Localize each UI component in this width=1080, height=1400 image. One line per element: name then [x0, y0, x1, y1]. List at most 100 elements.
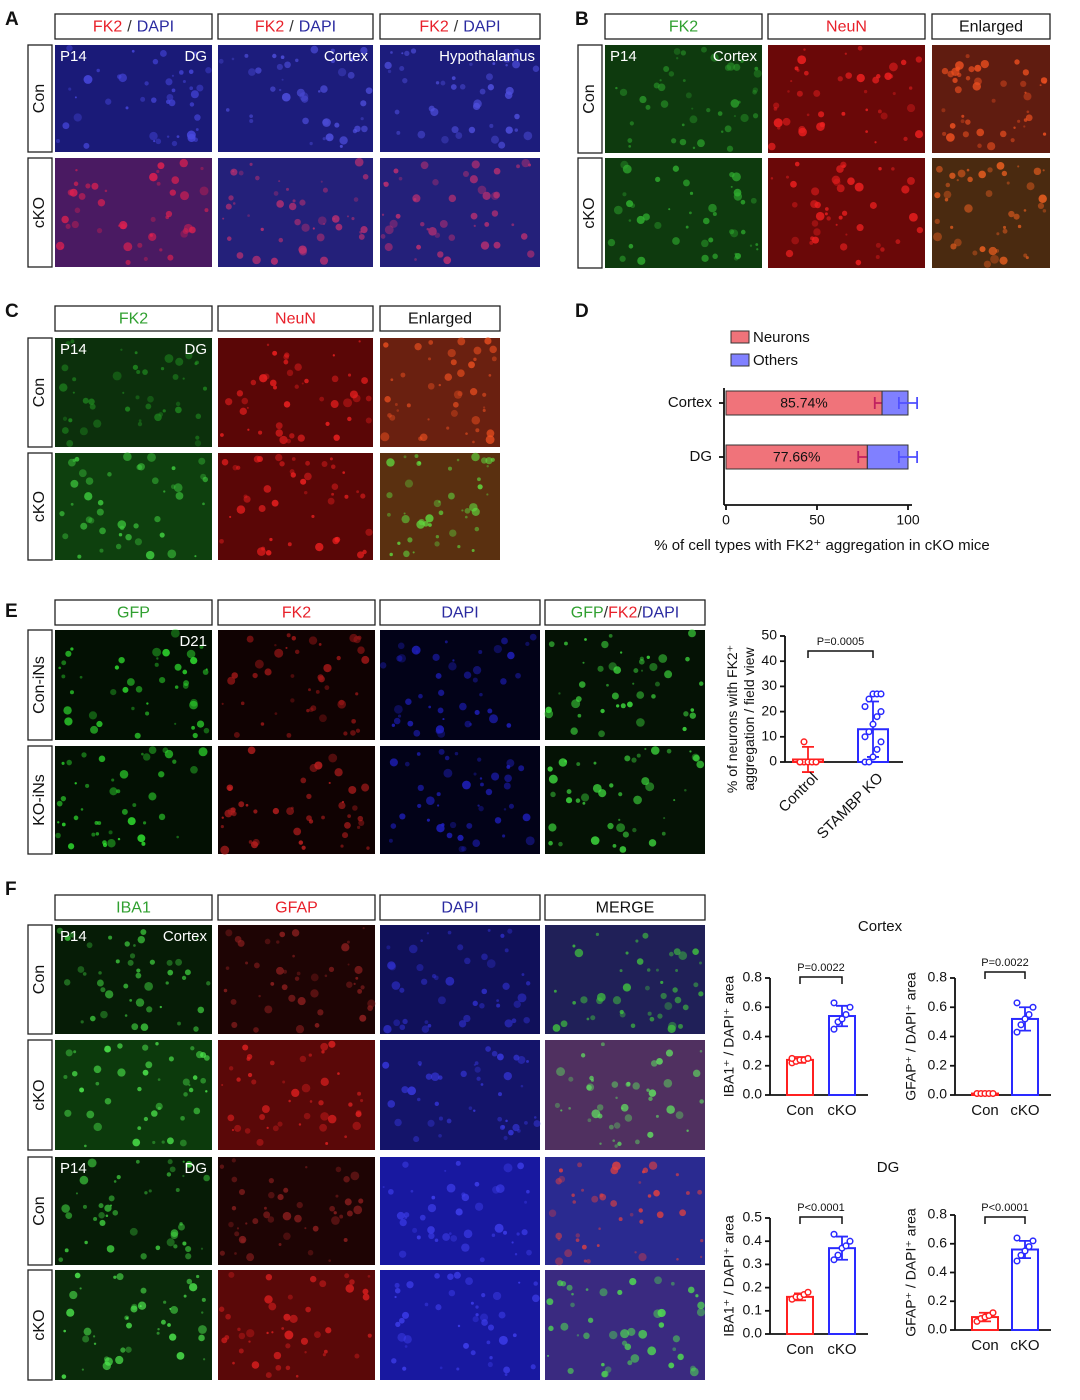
- cell: [227, 1114, 235, 1122]
- cell: [97, 199, 106, 207]
- cell: [334, 122, 340, 128]
- data-point: [1013, 1234, 1021, 1242]
- cell: [104, 1357, 113, 1366]
- cell: [84, 492, 93, 501]
- cell: [740, 113, 749, 123]
- data-point: [865, 758, 873, 766]
- cell: [162, 409, 166, 413]
- cell: [93, 1122, 102, 1132]
- cell: [419, 1214, 426, 1221]
- micrograph: [218, 45, 373, 152]
- cell: [124, 941, 130, 947]
- cell: [116, 1273, 124, 1281]
- cell: [836, 165, 844, 173]
- cell: [407, 720, 414, 727]
- cell: [638, 658, 645, 665]
- cell: [264, 1206, 267, 1210]
- cell: [171, 88, 176, 93]
- cell: [411, 645, 421, 655]
- cell: [560, 1322, 569, 1331]
- cell: [513, 48, 521, 57]
- legend-swatch: [730, 330, 750, 344]
- cell: [689, 750, 692, 753]
- cell: [413, 729, 421, 737]
- cell: [168, 99, 176, 107]
- cell: [581, 793, 590, 802]
- cell: [472, 440, 475, 444]
- cell: [697, 1189, 703, 1195]
- cell: [117, 224, 121, 227]
- cell: [282, 969, 287, 974]
- cell: [991, 98, 996, 103]
- x-tick-label: cKO: [1010, 1337, 1039, 1354]
- cell: [194, 555, 197, 558]
- cell: [522, 813, 531, 822]
- cell: [97, 499, 104, 506]
- cell: [92, 1335, 96, 1338]
- y-tick-label: 0.4: [743, 1232, 763, 1248]
- header-part: FK2: [419, 19, 448, 36]
- image-label: P14: [610, 48, 637, 65]
- cell: [426, 818, 430, 822]
- cell: [983, 260, 992, 268]
- cell: [427, 1023, 432, 1028]
- cell: [673, 48, 681, 55]
- cell: [288, 1099, 291, 1103]
- cell: [335, 1194, 339, 1198]
- cell: [79, 427, 88, 436]
- cell: [339, 1214, 344, 1219]
- cell: [428, 705, 432, 709]
- cell: [601, 1371, 608, 1378]
- cell: [526, 1059, 529, 1063]
- cell: [416, 244, 422, 250]
- column-header: FK2/DAPI: [419, 19, 500, 36]
- cell: [649, 1016, 655, 1022]
- cell: [96, 68, 100, 73]
- header-box: [217, 599, 376, 626]
- cell: [480, 1083, 484, 1086]
- cell: [231, 1158, 236, 1163]
- cell: [557, 1237, 561, 1241]
- y-tick-label: 0.4: [743, 1027, 763, 1043]
- cell: [123, 242, 133, 252]
- cell: [435, 1304, 442, 1311]
- cell: [490, 135, 499, 144]
- cell: [548, 823, 557, 832]
- cell: [159, 248, 163, 252]
- significance-bracket: [984, 971, 1026, 979]
- header-box: [54, 13, 213, 40]
- cell: [428, 523, 432, 527]
- cell: [494, 817, 502, 824]
- cell: [246, 406, 249, 409]
- cell: [86, 1110, 95, 1119]
- cell: [124, 1014, 128, 1017]
- cell: [571, 1292, 574, 1296]
- cell: [350, 1171, 360, 1181]
- cell: [350, 730, 356, 736]
- column-header: Enlarged: [959, 19, 1023, 36]
- cell: [470, 212, 478, 220]
- cell: [185, 352, 193, 360]
- cell: [346, 940, 350, 944]
- cell: [496, 1053, 504, 1061]
- cell: [770, 177, 774, 180]
- cell: [258, 504, 266, 512]
- cell: [303, 1112, 311, 1120]
- cell: [629, 121, 634, 126]
- cell: [248, 840, 253, 844]
- cell: [323, 663, 332, 673]
- header-part: DAPI: [441, 900, 478, 917]
- cell: [167, 549, 177, 559]
- cell: [612, 843, 617, 848]
- cell: [357, 646, 365, 654]
- cell: [183, 1092, 188, 1097]
- cell: [1020, 80, 1027, 88]
- cell: [599, 1193, 604, 1198]
- cell: [310, 45, 319, 54]
- cell: [448, 1232, 452, 1235]
- cell: [77, 554, 82, 559]
- cell: [119, 221, 128, 230]
- cell: [613, 1122, 621, 1129]
- cell: [581, 1244, 587, 1250]
- cell: [476, 1076, 481, 1081]
